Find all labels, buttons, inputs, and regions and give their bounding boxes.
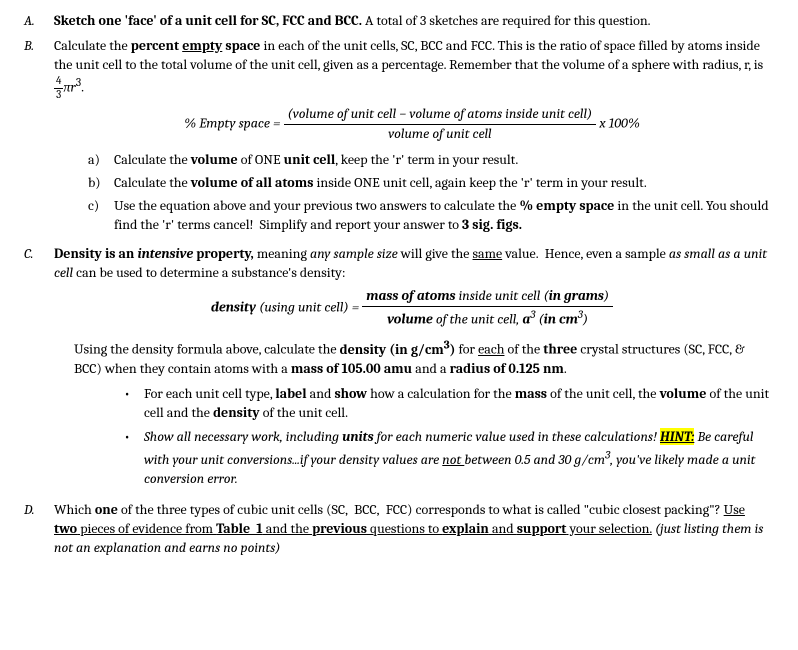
bullet-1-body: For each unit cell type, label and show … [144,385,770,423]
question-a: A. Sketch one 'face' of a unit cell for … [24,12,770,31]
sub-b-label: b) [88,174,114,193]
sub-c-body: Use the equation above and your previous… [114,197,770,235]
formula-c-den: volume of the unit cell, a3 (in cm3) [362,307,613,330]
formula-c-left: density (using unit cell) = [211,298,359,315]
sub-c: c) Use the equation above and your previ… [88,197,770,235]
question-b-intro: Calculate the percent empty space in eac… [54,37,770,101]
formula-b-left: % Empty space = [184,114,280,131]
question-d: D. Which one of the three types of cubic… [24,501,770,558]
formula-c-fraction: mass of atoms inside unit cell (in grams… [362,287,613,329]
question-b-sublist: a) Calculate the volume of ONE unit cell… [88,151,770,235]
bullet-1: • For each unit cell type, label and sho… [124,385,770,423]
formula-b-num: (volume of unit cell − volume of atoms i… [284,105,597,125]
question-c-body: Density is an intensive property, meanin… [54,245,770,495]
question-b-label: B. [24,37,54,239]
question-c-bullets: • For each unit cell type, label and sho… [124,385,770,489]
bullet-2-body: Show all necessary work, including units… [144,428,770,488]
question-c-para2: Using the density formula above, calcula… [74,337,770,378]
formula-b-fraction: (volume of unit cell − volume of atoms i… [284,105,597,144]
question-c-formula: density (using unit cell) = mass of atom… [54,287,770,329]
sub-b: b) Calculate the volume of all atoms ins… [88,174,770,193]
question-d-label: D. [24,501,54,558]
formula-b-den: volume of unit cell [284,125,597,144]
question-a-body: Sketch one 'face' of a unit cell for SC,… [54,12,770,31]
sub-c-label: c) [88,197,114,235]
question-c-label: C. [24,245,54,495]
sub-b-body: Calculate the volume of all atoms inside… [114,174,770,193]
question-b-formula: % Empty space = (volume of unit cell − v… [54,105,770,144]
sub-a-label: a) [88,151,114,170]
formula-b-right: x 100% [599,114,640,131]
question-b-body: Calculate the percent empty space in eac… [54,37,770,239]
question-a-label: A. [24,12,54,31]
bullet-icon: • [124,385,144,423]
question-b: B. Calculate the percent empty space in … [24,37,770,239]
question-c-intro: Density is an intensive property, meanin… [54,245,770,283]
question-c: C. Density is an intensive property, mea… [24,245,770,495]
sub-a-body: Calculate the volume of ONE unit cell, k… [114,151,770,170]
sub-a: a) Calculate the volume of ONE unit cell… [88,151,770,170]
bullet-icon: • [124,428,144,488]
formula-c-num: mass of atoms inside unit cell (in grams… [362,287,613,307]
question-d-body: Which one of the three types of cubic un… [54,501,770,558]
bullet-2: • Show all necessary work, including uni… [124,428,770,488]
